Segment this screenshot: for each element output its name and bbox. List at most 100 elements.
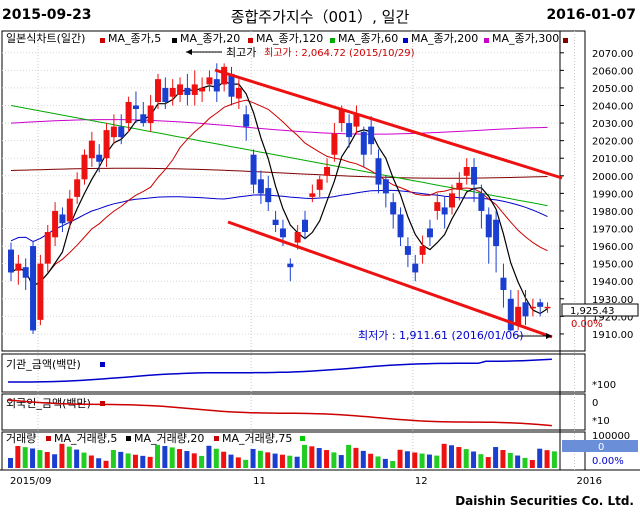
- volume-bar: [8, 458, 13, 468]
- volume-bar: [522, 457, 528, 468]
- candle-body: [279, 228, 286, 238]
- volume-bar: [22, 447, 28, 468]
- y-tick-label: 1920.00: [592, 312, 633, 323]
- volume-bar: [37, 450, 43, 468]
- volume-bar: [360, 450, 366, 468]
- candle-body: [294, 232, 301, 243]
- candles: [8, 63, 551, 334]
- candle-body: [199, 87, 206, 92]
- y-tick-label: 2010.00: [592, 154, 633, 165]
- candle-body: [213, 79, 220, 92]
- candle-body: [507, 298, 514, 331]
- volume-bar: [235, 457, 241, 468]
- volume-bar: [250, 448, 256, 468]
- candle-body: [110, 126, 117, 138]
- annotation-high-label: 최고가: [226, 46, 256, 59]
- candle-body: [485, 214, 492, 238]
- volume-bar: [441, 443, 447, 468]
- volume-bar: [81, 452, 87, 468]
- candle-body: [463, 167, 470, 176]
- candle-body: [346, 123, 353, 138]
- foreign-tick-zero: 0: [592, 398, 598, 409]
- volume-bar: [507, 452, 513, 468]
- volume-bar: [382, 458, 388, 468]
- volume-bar: [390, 460, 396, 468]
- volume-bar: [88, 455, 94, 468]
- candle-body: [184, 87, 191, 95]
- candle-body: [96, 154, 103, 162]
- candle-body: [515, 306, 522, 326]
- volume-change: 0.00%: [592, 456, 624, 467]
- candle-body: [397, 214, 404, 238]
- y-axis: 1910.00 1920.00 1930.00 1940.00 1950.00 1960.…: [560, 49, 633, 341]
- volume-bar: [375, 456, 381, 468]
- volume-bar: [272, 453, 278, 468]
- volume-bar: [125, 453, 131, 468]
- volume-bar: [265, 452, 271, 468]
- volume-bar: [118, 451, 124, 468]
- y-tick-label: 1960.00: [592, 242, 633, 253]
- volume-bar: [471, 451, 477, 468]
- volume-bar: [228, 454, 234, 468]
- start-date: 2015-09-23: [2, 7, 92, 23]
- candle-body: [478, 193, 485, 211]
- candle-body: [426, 228, 433, 238]
- annotation-high: 최고가 : 2,064.72 (2015/10/29): [264, 47, 415, 59]
- foreign-amount-line: [7, 399, 552, 427]
- candle-body: [419, 246, 426, 255]
- y-tick-label: 1940.00: [592, 277, 633, 288]
- candle-body: [22, 267, 29, 278]
- y-tick-label: 2040.00: [592, 102, 633, 113]
- volume-bar: [544, 450, 550, 468]
- legend-ma120: MA_종가,120: [256, 32, 323, 45]
- y-tick-label: 1950.00: [592, 260, 633, 271]
- candle-body: [331, 133, 338, 155]
- volume-bar: [324, 450, 330, 468]
- volume-bar: [177, 449, 183, 468]
- candle-body: [52, 210, 59, 238]
- volume-bar: [221, 451, 227, 468]
- volume-bar: [309, 446, 315, 468]
- volume-bar: [397, 449, 403, 468]
- candle-body: [103, 130, 110, 159]
- volume-bar: [257, 450, 263, 468]
- candle-body: [140, 114, 147, 124]
- x-tick-label: 11: [253, 476, 266, 487]
- candle-body: [324, 167, 331, 176]
- volume-bar: [478, 454, 484, 468]
- volume-bar: [368, 453, 374, 468]
- legend-volume: 거래량: [6, 432, 36, 445]
- candle-body: [132, 105, 139, 110]
- volume-bar: [191, 453, 197, 468]
- candle-body: [8, 249, 14, 273]
- volume-bar: [184, 451, 190, 468]
- x-tick-label: 12: [415, 476, 428, 487]
- x-tick-label: 2015/09: [10, 476, 52, 487]
- ma300-line: [10, 119, 548, 135]
- y-tick-label: 1980.00: [592, 207, 633, 218]
- price-change: 0.00%: [571, 319, 603, 330]
- legend-ma300: MA_종가,300: [492, 32, 559, 45]
- candle-body: [228, 73, 235, 97]
- volume-bar: [404, 451, 410, 468]
- y-tick-label: 1910.00: [592, 330, 633, 341]
- y-tick-label: 1930.00: [592, 295, 633, 306]
- volume-value: 0: [598, 442, 604, 453]
- volume-bar: [30, 448, 36, 468]
- volume-bar: [44, 452, 50, 468]
- volume-bar: [199, 455, 205, 468]
- volume-bar: [449, 445, 454, 468]
- volume-bar: [132, 454, 138, 468]
- volume-bar: [500, 450, 506, 468]
- volume-bar: [287, 455, 293, 468]
- x-tick-label: 2016: [577, 476, 602, 487]
- y-tick-label: 1970.00: [592, 225, 633, 236]
- ma200-line: [10, 167, 548, 179]
- chart-title: 종합주가지수（001）, 일간: [230, 8, 410, 26]
- volume-bar: [162, 446, 168, 468]
- legend-ma200: MA_종가,200: [411, 32, 478, 45]
- candle-body: [287, 263, 294, 268]
- volume-bar: [74, 449, 80, 468]
- volume-bar: [485, 457, 491, 468]
- candle-body: [316, 179, 323, 190]
